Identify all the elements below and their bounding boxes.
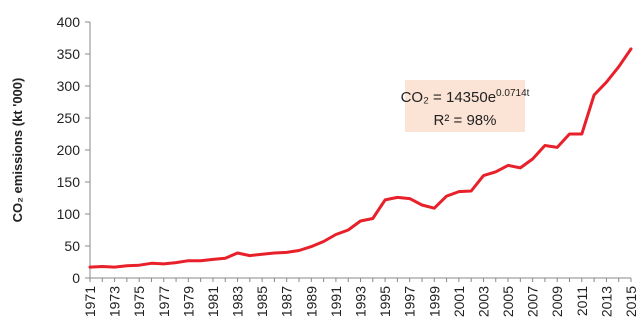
x-tick-labels: 1971 1973 1975 1977 1979 1981 1983 1985 1987 1989…: [82, 278, 639, 317]
x-tick-label: 1979: [180, 286, 196, 317]
y-tick-label: 300: [57, 78, 81, 94]
regression-annotation: CO₂ = 14350e0.0714t R² = 98%: [401, 80, 530, 132]
x-tick-label: 2013: [598, 286, 614, 317]
x-tick-label: 2011: [574, 286, 590, 316]
x-tick-label: 1989: [303, 286, 319, 317]
x-tick-label: 2005: [500, 286, 516, 317]
x-tick-label: 1975: [131, 286, 147, 317]
y-tick-label: 100: [57, 206, 81, 222]
x-tick-label: 2003: [475, 286, 491, 317]
series-group: [88, 47, 633, 269]
equation-exponent: 0.0714t: [496, 88, 530, 99]
equation-prefix: CO₂ = 14350e: [401, 89, 496, 106]
annotation-r-squared: R² = 98%: [434, 112, 497, 129]
y-tick-label: 0: [72, 270, 80, 286]
x-tick-label: 1983: [230, 286, 246, 317]
y-tick-label: 150: [57, 174, 81, 190]
x-tick-label: 2015: [623, 286, 639, 317]
annotation-equation: CO₂ = 14350e0.0714t: [401, 88, 530, 106]
x-tick-label: 1987: [279, 286, 295, 317]
x-tick-label: 1977: [156, 286, 172, 317]
x-tick-label: 1999: [426, 286, 442, 317]
y-axis-label: CO₂ emissions (kt '000): [10, 78, 25, 223]
x-tick-label: 2009: [549, 286, 565, 317]
y-tick-label: 250: [57, 110, 81, 126]
y-tick-labels: 0 50 100 150 200 250 300 350 400: [57, 14, 90, 286]
y-tick-label: 200: [57, 142, 81, 158]
y-tick-label: 350: [57, 46, 81, 62]
x-tick-label: 1971: [82, 286, 98, 317]
y-tick-label: 50: [64, 238, 80, 254]
x-tick-label: 1973: [107, 286, 123, 317]
y-tick-label: 400: [57, 14, 81, 30]
axes: [89, 22, 631, 279]
x-tick-label: 1981: [205, 286, 221, 317]
x-tick-label: 1997: [402, 286, 418, 317]
x-tick-label: 2001: [451, 286, 467, 317]
x-tick-label: 1993: [353, 286, 369, 317]
x-tick-label: 1985: [254, 286, 270, 317]
annotation-box: [405, 80, 525, 132]
x-tick-label: 1991: [328, 286, 344, 317]
series-line-co2: [88, 47, 633, 269]
x-tick-label: 2007: [525, 286, 541, 317]
x-tick-label: 1995: [377, 286, 393, 317]
